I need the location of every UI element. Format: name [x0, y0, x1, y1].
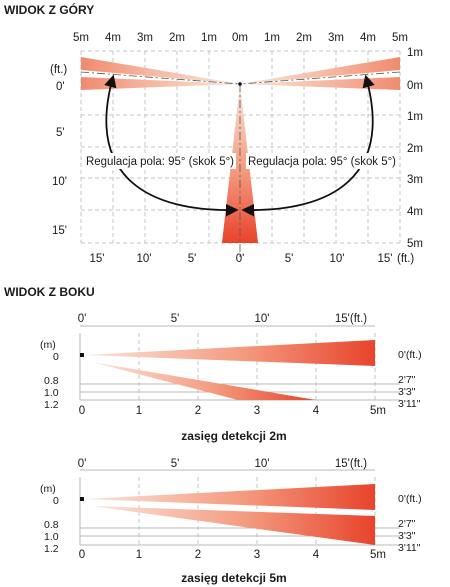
right-m-tick: 4m — [407, 206, 423, 218]
side-m-tick: 3 — [254, 405, 260, 417]
top-beam-left-2 — [81, 77, 240, 90]
side-right-label: 0'(ft.) — [398, 493, 422, 505]
sensor-dot-side-5m — [80, 497, 84, 501]
right-m-tick: 1m — [407, 111, 423, 123]
side-m-tick: 0 — [79, 549, 85, 561]
left-ft-tick-labels: (ft.) 0' 5' 10' 15' — [50, 64, 67, 237]
top-m-tick: 3m — [328, 32, 344, 44]
right-m-tick: 1m — [407, 47, 423, 59]
side-right-label: 0'(ft.) — [398, 349, 422, 361]
sensor-dot-side-2m — [80, 353, 84, 357]
side-m-tick: 1 — [136, 405, 142, 417]
side-beam-5m-upper — [84, 484, 375, 510]
side-beam-2m-upper — [84, 340, 375, 366]
side-m-tick: 2 — [195, 549, 201, 561]
side-beam-5m-lower — [92, 506, 375, 545]
side-right-label: 2'7" — [398, 518, 416, 530]
top-m-tick: 4m — [105, 32, 121, 44]
sensor-dot-top — [238, 82, 242, 86]
side-left-label: 1.2 — [44, 543, 59, 555]
side-left-label: 0.8 — [44, 519, 59, 531]
bottom-ft-tick: 10' — [137, 253, 152, 265]
right-m-tick: 2m — [407, 143, 423, 155]
bottom-ft-tick: 15' — [90, 253, 105, 265]
side-m-tick: 4 — [313, 405, 320, 417]
side-left-label: 1.0 — [44, 387, 59, 399]
side-right-label: 3'3" — [398, 386, 416, 398]
side-m-tick: 5m — [370, 405, 386, 417]
adjust-arc-right — [241, 74, 375, 217]
side-ft-tick: 10' — [255, 313, 270, 325]
left-ft-tick: 0' — [56, 81, 65, 93]
top-m-tick: 0m — [232, 32, 248, 44]
side-left-label: 1.2 — [44, 399, 59, 411]
top-m-tick: 1m — [201, 32, 217, 44]
right-m-tick: 3m — [407, 174, 423, 186]
left-ft-unit: (ft.) — [50, 64, 67, 76]
left-ft-tick: 15' — [52, 225, 67, 237]
side-right-label: 2'7" — [398, 374, 416, 386]
side-left-label: (m) — [40, 339, 56, 351]
side-ft-tick: 15'(ft.) — [335, 458, 367, 470]
side-m-tick: 3 — [254, 549, 260, 561]
side-ft-tick: 5' — [171, 458, 180, 470]
top-m-tick: 5m — [392, 32, 408, 44]
left-ft-tick: 5' — [56, 127, 65, 139]
bottom-ft-tick: 10' — [330, 253, 345, 265]
adjust-label-left: Regulacja pola: 95° (skok 5°) — [86, 156, 234, 168]
side-left-label: 1.0 — [44, 531, 59, 543]
top-beam-right-2 — [240, 77, 400, 90]
side-right-label: 3'11" — [398, 542, 421, 554]
side-left-label: 0 — [53, 351, 59, 363]
side-panel-5m: 0' 5' 10' 15'(ft.) (m) 0 0.8 1.0 1.2 0'(… — [40, 458, 422, 585]
side-left-label: (m) — [40, 483, 56, 495]
top-m-tick: 2m — [296, 32, 312, 44]
side-ft-tick: 10' — [255, 458, 270, 470]
side-caption-5m: zasięg detekcji 5m — [181, 571, 286, 585]
side-ft-tick: 5' — [171, 313, 180, 325]
top-m-tick: 4m — [360, 32, 376, 44]
bottom-ft-tick: 5' — [188, 253, 197, 265]
side-ft-tick: 0' — [78, 313, 87, 325]
side-right-label: 3'11" — [398, 398, 421, 410]
bottom-ft-tick: 15' — [378, 253, 393, 265]
side-m-tick: 2 — [195, 405, 201, 417]
side-panel-2m: 0' 5' 10' 15'(ft.) (m) 0 0.8 1.0 1.2 0'(… — [40, 313, 422, 443]
top-m-tick: 1m — [264, 32, 280, 44]
bottom-ft-tick: 5' — [285, 253, 294, 265]
top-m-tick-labels: 5m 4m 3m 2m 1m 0m 1m 2m 3m 4m 5m — [73, 32, 408, 44]
top-m-tick: 3m — [137, 32, 153, 44]
adjust-arc-left — [104, 74, 239, 217]
adjust-label-right: Regulacja pola: 95° (skok 5°) — [248, 156, 396, 168]
side-m-tick: 1 — [136, 549, 142, 561]
bottom-ft-tick-labels: 15' 10' 5' 0' 5' 10' 15' (ft.) — [90, 253, 415, 265]
side-beam-2m-lower — [92, 362, 316, 400]
side-ft-tick: 15'(ft.) — [335, 313, 367, 325]
bottom-ft-unit: (ft.) — [397, 253, 414, 265]
side-view-title: WIDOK Z BOKU — [4, 285, 95, 299]
right-m-tick: 0m — [407, 80, 423, 92]
left-ft-tick: 10' — [52, 176, 67, 188]
right-m-tick-labels: 1m 0m 1m 2m 3m 4m 5m — [407, 47, 423, 250]
side-left-label: 0.8 — [44, 375, 59, 387]
bottom-ft-tick: 0' — [236, 253, 245, 265]
top-m-tick: 2m — [169, 32, 185, 44]
side-right-label: 3'3" — [398, 530, 416, 542]
side-m-tick: 5m — [370, 549, 386, 561]
right-m-tick: 5m — [407, 238, 423, 250]
top-m-tick: 5m — [73, 32, 89, 44]
side-caption-2m: zasięg detekcji 2m — [181, 429, 286, 443]
side-ft-tick: 0' — [78, 458, 87, 470]
side-left-label: 0 — [53, 495, 59, 507]
side-m-tick: 4 — [313, 549, 320, 561]
top-view-title: WIDOK Z GÓRY — [4, 2, 94, 17]
side-m-tick: 0 — [79, 405, 85, 417]
adjust-arrows: Regulacja pola: 95° (skok 5°) Regulacja … — [84, 74, 398, 217]
